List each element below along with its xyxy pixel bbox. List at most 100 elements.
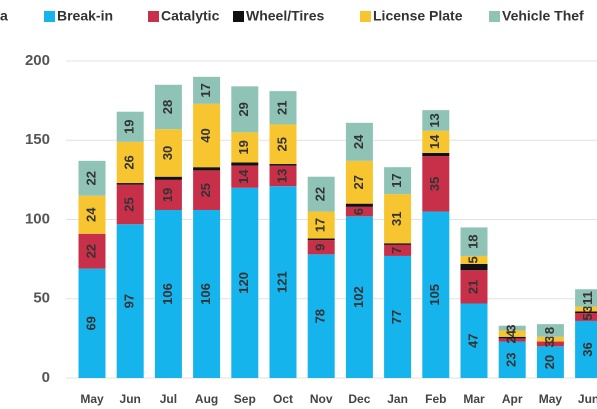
legend-marker <box>148 11 159 22</box>
bar-segment <box>422 152 450 157</box>
data-label: 25 <box>274 137 289 151</box>
data-label: 17 <box>198 83 213 97</box>
data-label: 102 <box>351 286 366 308</box>
bar-segment <box>384 243 412 245</box>
data-label: 8 <box>542 327 557 334</box>
data-label: 35 <box>427 177 442 191</box>
bar-segment <box>193 167 221 171</box>
data-label: 105 <box>427 284 442 306</box>
bar-segment <box>154 209 182 378</box>
data-label: 11 <box>580 291 595 305</box>
data-label: 23 <box>504 353 519 367</box>
bar-segment <box>575 320 597 378</box>
data-label: 78 <box>313 309 328 323</box>
x-tick-label: Oct <box>273 392 293 406</box>
bar-segment <box>193 103 221 168</box>
data-label: 106 <box>198 283 213 305</box>
legend-label: Vehicle Thef <box>502 8 584 24</box>
legend-marker <box>489 11 500 22</box>
data-label: 9 <box>313 244 328 251</box>
bar-segment <box>384 167 412 195</box>
x-tick-label: Jan <box>387 392 408 406</box>
bar-segment <box>116 183 144 185</box>
bar-segment <box>269 164 297 166</box>
legend-label: License Plate <box>373 8 463 24</box>
bar-segment <box>269 186 297 378</box>
bar-segment <box>345 160 373 204</box>
legend-fragment: a <box>0 8 8 24</box>
data-label: 25 <box>122 197 137 211</box>
data-label: 40 <box>198 128 213 142</box>
data-label: 29 <box>236 102 251 116</box>
data-label: 36 <box>580 342 595 356</box>
bar-segment <box>498 325 526 331</box>
bar-segment <box>307 211 335 239</box>
bar-segment <box>536 336 564 342</box>
bar-segment <box>498 341 526 378</box>
data-label: 19 <box>122 120 137 134</box>
legend-label: Catalytic <box>161 8 220 24</box>
data-label: 31 <box>389 211 404 225</box>
data-label: 26 <box>122 155 137 169</box>
data-label: 17 <box>389 173 404 187</box>
data-label: 22 <box>313 187 328 201</box>
bar-segment <box>498 330 526 337</box>
bar-segment <box>193 170 221 210</box>
data-label: 106 <box>160 283 175 305</box>
data-label: 30 <box>160 146 175 160</box>
data-label: 14 <box>427 134 442 149</box>
bar-segment <box>536 341 564 347</box>
bar-segment <box>575 306 597 312</box>
bar-segment <box>269 124 297 165</box>
x-tick-label: Nov <box>310 392 333 406</box>
bar-segment <box>575 311 597 314</box>
data-label: 14 <box>236 169 251 184</box>
legend-marker <box>44 11 55 22</box>
data-label: 47 <box>465 334 480 348</box>
bar-segment <box>154 179 182 210</box>
bar-segment <box>384 194 412 244</box>
bar-segment <box>154 84 182 130</box>
data-label: 4 <box>504 329 519 337</box>
x-tick-label: Feb <box>425 392 446 406</box>
data-label: 21 <box>465 280 480 294</box>
x-tick-label: Jun <box>578 392 597 406</box>
bar-segment <box>193 209 221 378</box>
y-tick-label: 50 <box>33 290 50 307</box>
data-label: 3 <box>542 336 557 343</box>
bar-segment <box>231 162 259 166</box>
data-label: 7 <box>389 247 404 254</box>
data-label: 6 <box>351 208 366 215</box>
bar-segment <box>231 132 259 163</box>
y-tick-label: 200 <box>25 52 50 69</box>
data-label: 5 <box>580 313 595 320</box>
x-tick-label: Apr <box>502 392 523 406</box>
bar-segment <box>345 122 373 161</box>
bar-segment <box>231 86 259 133</box>
bar-segment <box>193 76 221 104</box>
bar-segment <box>307 238 335 241</box>
bar-segment <box>116 184 144 225</box>
y-tick-label: 0 <box>42 369 50 386</box>
data-label: 121 <box>274 271 289 293</box>
bar-segment <box>231 187 259 378</box>
data-label: 27 <box>351 175 366 189</box>
legend-marker <box>233 11 244 22</box>
bar-segment <box>154 176 182 180</box>
bar-segment <box>384 244 412 256</box>
bar-segment <box>116 111 144 142</box>
bar-segment <box>116 141 144 184</box>
data-label: 3 <box>504 324 519 331</box>
bar-segment <box>460 255 488 264</box>
data-label: 2 <box>504 336 519 343</box>
data-label: 19 <box>236 140 251 154</box>
bar-segment <box>78 233 106 269</box>
x-tick-label: Sep <box>234 392 256 406</box>
bar-segment <box>307 176 335 212</box>
data-label: 17 <box>313 218 328 232</box>
bar-segment <box>422 110 450 131</box>
data-label: 20 <box>542 355 557 369</box>
bar-segment <box>498 336 526 339</box>
bar-segment <box>345 203 373 207</box>
